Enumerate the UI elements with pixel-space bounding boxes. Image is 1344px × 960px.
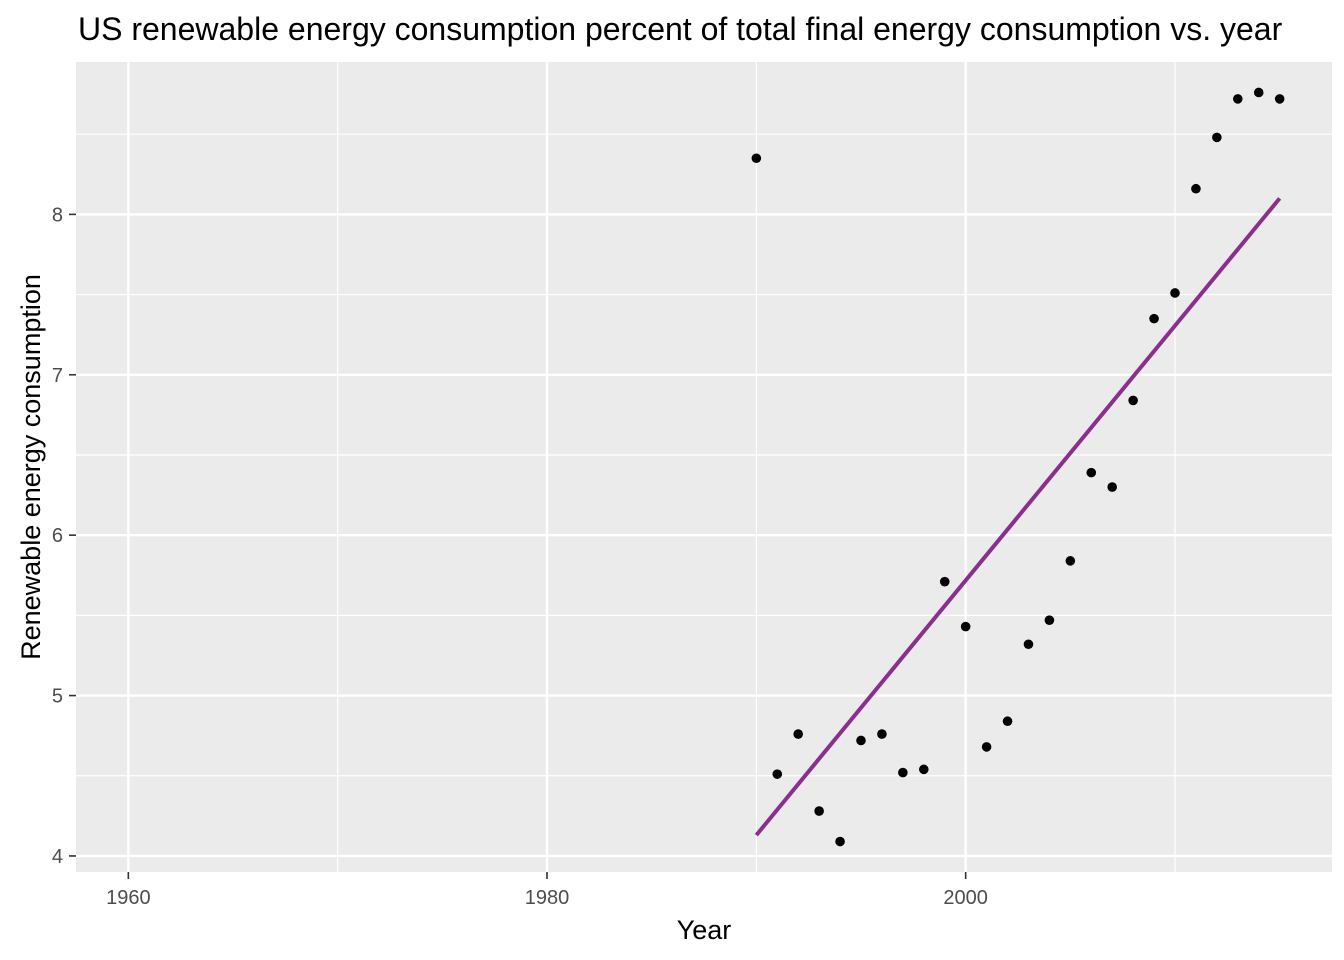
data-point — [877, 729, 887, 739]
data-point — [939, 576, 950, 587]
minor-grid — [76, 62, 1332, 872]
data-point — [1023, 639, 1034, 650]
data-point — [1233, 94, 1243, 104]
major-grid — [76, 62, 1332, 872]
y-tick-label: 5 — [52, 686, 63, 708]
x-tick-label: 2000 — [943, 887, 988, 909]
y-axis-title: Renewable energy consumption — [16, 274, 46, 660]
x-axis-title: Year — [677, 915, 732, 945]
y-tick-label: 4 — [52, 846, 63, 868]
data-point — [1086, 467, 1097, 478]
data-point — [1149, 313, 1159, 324]
data-point — [1128, 395, 1138, 406]
data-point — [1107, 482, 1117, 492]
y-tick-label: 7 — [52, 365, 63, 387]
data-point — [1212, 132, 1222, 143]
data-point — [772, 769, 783, 779]
data-point — [1253, 87, 1264, 98]
data-point — [898, 767, 908, 778]
data-point — [856, 735, 866, 746]
x-axis-ticks: 1960 1980 2000 — [106, 872, 988, 909]
plot-panel — [76, 62, 1332, 872]
data-point — [1044, 615, 1055, 625]
trend-line — [754, 197, 1282, 837]
data-point — [960, 621, 971, 632]
data-point — [981, 742, 992, 752]
data-point — [1191, 183, 1201, 194]
y-axis-ticks: 4 5 6 7 8 — [52, 204, 76, 868]
data-point — [919, 764, 929, 775]
y-tick-label: 8 — [52, 204, 63, 226]
y-tick-label: 6 — [52, 525, 63, 547]
data-point — [1170, 288, 1180, 298]
x-tick-label: 1980 — [525, 887, 570, 909]
data-point — [751, 153, 762, 164]
data-point — [1065, 556, 1076, 566]
data-point — [814, 806, 824, 816]
data-points — [751, 87, 1285, 847]
data-point — [1002, 716, 1013, 727]
data-point — [835, 836, 845, 847]
data-point — [1274, 94, 1285, 104]
chart-title: US renewable energy consumption percent … — [78, 11, 1283, 47]
data-point — [793, 729, 803, 739]
x-tick-label: 1960 — [106, 887, 151, 909]
